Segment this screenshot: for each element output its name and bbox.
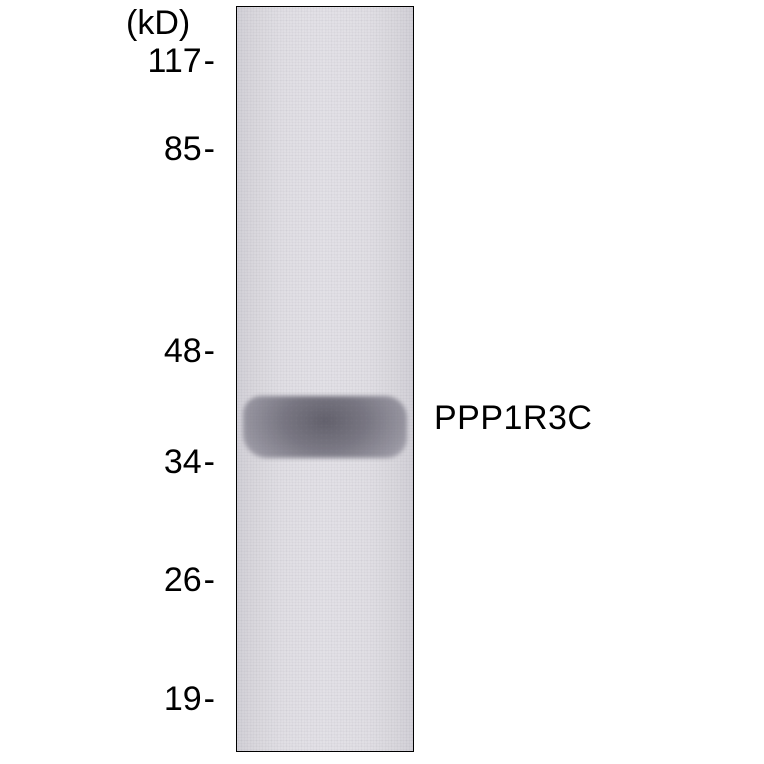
protein-band	[243, 396, 407, 458]
lane-noise	[237, 7, 413, 751]
marker-34kd: 34	[130, 443, 215, 482]
blot-lane	[236, 6, 414, 752]
protein-label: PPP1R3C	[434, 399, 592, 438]
marker-19kd: 19	[130, 680, 215, 719]
marker-117kd: 117	[130, 42, 215, 81]
marker-48kd: 48	[130, 332, 215, 371]
unit-label: (kD)	[126, 4, 190, 43]
marker-85kd: 85	[130, 130, 215, 169]
marker-26kd: 26	[130, 561, 215, 600]
